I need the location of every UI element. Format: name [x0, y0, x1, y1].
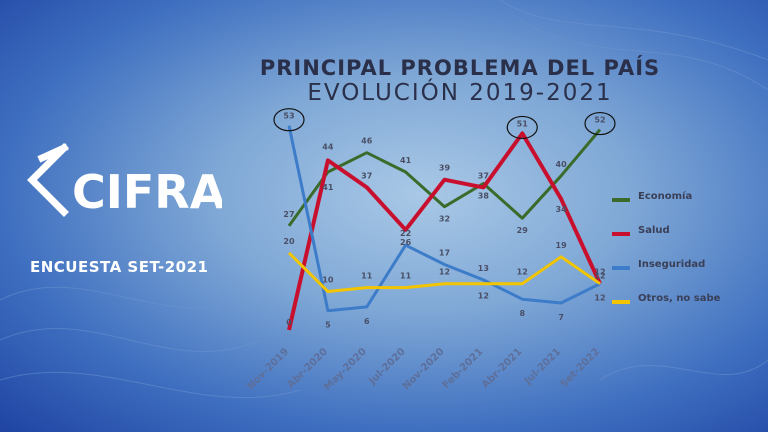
data-label: 39 [439, 164, 451, 173]
data-label: 17 [439, 248, 450, 257]
data-label: 46 [361, 137, 373, 146]
chart-subtitle: EVOLUCIÓN 2019-2021 [307, 80, 613, 106]
series-line [287, 251, 601, 293]
data-label: 51 [517, 119, 529, 128]
x-tick-label: Jul-2021 [522, 346, 563, 387]
data-label: 8 [519, 309, 525, 318]
legend-swatch [612, 266, 630, 270]
x-tick-label: Set-2022 [558, 346, 602, 390]
x-tick-label: Feb-2021 [441, 346, 486, 391]
data-label: 53 [283, 112, 294, 121]
legend-label: Salud [638, 225, 670, 236]
legend-label: Otros, no sabe [638, 293, 721, 304]
data-label: 37 [478, 171, 489, 180]
data-label: 12 [478, 292, 489, 301]
data-label: 37 [361, 171, 372, 180]
x-tick-label: Nov-2020 [401, 346, 447, 392]
series-line [287, 131, 602, 331]
data-label: 7 [558, 313, 564, 322]
data-label: 12 [594, 272, 605, 281]
highlight-circle [506, 115, 538, 140]
data-label: 40 [556, 160, 568, 169]
data-label: 44 [322, 142, 334, 151]
cifra-logo: CIFRA [27, 143, 222, 219]
data-label: 0 [286, 318, 292, 327]
chart-title: PRINCIPAL PROBLEMA DEL PAÍS [259, 56, 661, 80]
data-label: 5 [325, 321, 331, 330]
data-label: 27 [283, 210, 294, 219]
x-tick-label: Abr-2021 [480, 346, 524, 390]
data-label: 6 [364, 317, 370, 326]
legend-swatch [612, 198, 630, 202]
data-label: 20 [283, 237, 295, 246]
data-label: 12 [517, 268, 528, 277]
data-label: 12 [439, 268, 450, 277]
data-label: 13 [478, 264, 489, 273]
legend-label: Inseguridad [638, 259, 706, 270]
data-label: 41 [322, 183, 334, 192]
data-label: 22 [400, 229, 411, 238]
series-line [287, 125, 601, 313]
data-label: 12 [594, 268, 605, 277]
legend-swatch [612, 300, 630, 304]
x-tick-label: Nov-2019 [245, 346, 291, 392]
data-label: 38 [478, 192, 490, 201]
legend-label: Economía [638, 191, 693, 202]
survey-label: ENCUESTA SET-2021 [30, 258, 209, 276]
data-label: 19 [556, 241, 568, 250]
highlight-circle [584, 111, 616, 136]
data-label: 10 [322, 275, 334, 284]
data-label: 11 [361, 272, 373, 281]
data-label: 34 [556, 205, 568, 214]
highlight-circle [273, 108, 305, 132]
data-label: 32 [439, 215, 450, 224]
x-tick-label: May-2020 [322, 346, 369, 393]
data-label: 12 [594, 294, 605, 303]
series-line [287, 128, 602, 227]
data-label: 11 [400, 272, 412, 281]
data-label: 29 [517, 226, 529, 235]
data-label: 41 [400, 156, 412, 165]
data-label: 52 [594, 116, 605, 125]
legend-swatch [612, 232, 630, 236]
x-tick-label: Jul-2020 [367, 346, 408, 387]
data-label: 26 [400, 238, 412, 247]
logo-wordmark: CIFRA [72, 165, 222, 219]
